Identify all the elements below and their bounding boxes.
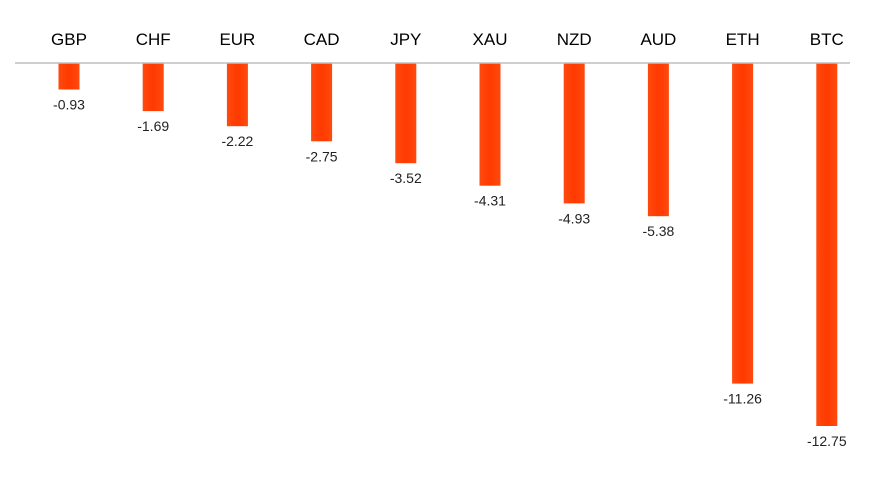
bar-cad	[311, 63, 333, 142]
category-label-aud: AUD	[640, 30, 676, 49]
value-label-btc: -12.75	[807, 433, 847, 449]
category-label-gbp: GBP	[51, 30, 87, 49]
value-label-nzd: -4.93	[558, 210, 590, 226]
value-labels-group: -0.93 -1.69 -2.22 -2.75 -3.52 -4.31 -4.93 -5.38…	[53, 97, 847, 450]
bar-aud	[647, 63, 669, 217]
value-label-eur: -2.22	[221, 133, 253, 149]
value-label-gbp: -0.93	[53, 97, 85, 113]
bar-eur	[226, 63, 248, 127]
category-label-nzd: NZD	[557, 30, 592, 49]
category-label-xau: XAU	[473, 30, 508, 49]
value-label-cad: -2.75	[306, 148, 338, 164]
bar-btc	[816, 63, 838, 426]
value-label-jpy: -3.52	[390, 170, 422, 186]
bar-xau	[479, 63, 501, 186]
category-label-cad: CAD	[304, 30, 340, 49]
bars-group	[58, 63, 838, 426]
category-label-eth: ETH	[726, 30, 760, 49]
value-label-aud: -5.38	[642, 223, 674, 239]
category-label-chf: CHF	[136, 30, 171, 49]
bar-eth	[732, 63, 754, 384]
bar-nzd	[563, 63, 585, 204]
value-label-xau: -4.31	[474, 193, 506, 209]
bar-chf	[142, 63, 164, 112]
category-label-jpy: JPY	[390, 30, 421, 49]
category-label-eur: EUR	[219, 30, 255, 49]
value-label-eth: -11.26	[723, 391, 762, 407]
category-labels-group: GBP CHF EUR CAD JPY XAU NZD AUD ETH BTC	[51, 30, 844, 49]
category-label-btc: BTC	[810, 30, 844, 49]
bar-gbp	[58, 63, 80, 90]
bar-jpy	[395, 63, 417, 164]
value-label-chf: -1.69	[137, 118, 169, 134]
